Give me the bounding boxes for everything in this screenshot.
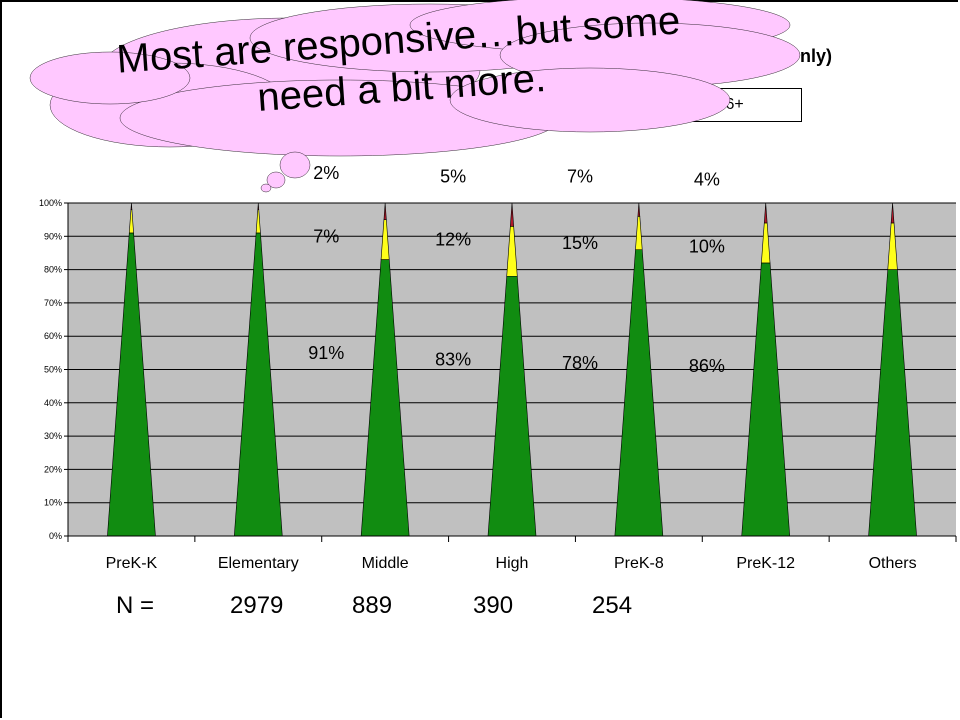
y-tick-label: 40% — [44, 398, 62, 408]
data-labels: 2% 7% 91% 5% 12% 83% 7% 15% 78% 4% 10% 86% — [308, 163, 725, 376]
data-label: 2% — [313, 163, 339, 183]
cloud-bubble — [266, 171, 286, 189]
n-label: N = — [116, 592, 155, 619]
cloud-lobe — [449, 67, 731, 133]
bar-segment — [257, 202, 260, 210]
x-tick-label: Others — [869, 555, 917, 572]
y-tick-label: 0% — [49, 531, 62, 541]
cloud-bubble — [260, 183, 272, 193]
bars — [107, 202, 917, 537]
data-label: 86% — [689, 356, 725, 376]
x-tick-label: Middle — [362, 555, 409, 572]
data-label: 7% — [313, 226, 339, 246]
cloud-bubble — [279, 151, 311, 179]
y-tick-label: 20% — [44, 464, 62, 474]
bar-segment — [130, 202, 133, 210]
y-tick-label: 50% — [44, 365, 62, 375]
n-value: 390 — [473, 592, 514, 619]
thought-cloud — [29, 0, 801, 193]
x-tick-label: High — [496, 555, 529, 572]
y-tick-label: 100% — [39, 198, 62, 208]
cloud-lobe — [29, 51, 191, 105]
data-label: 4% — [694, 170, 720, 190]
x-tick-label: PreK-8 — [614, 555, 664, 572]
data-label: 83% — [435, 350, 471, 370]
data-label: 91% — [308, 343, 344, 363]
x-tick-label: Elementary — [218, 555, 299, 572]
y-tick-label: 10% — [44, 498, 62, 508]
data-label: 7% — [567, 166, 593, 186]
chart-title-fragment: nly) — [800, 46, 833, 66]
data-label: 10% — [689, 236, 725, 256]
y-tick-label: 80% — [44, 265, 62, 275]
y-tick-label: 60% — [44, 331, 62, 341]
y-tick-label: 30% — [44, 431, 62, 441]
data-label: 5% — [440, 166, 466, 186]
x-axis: PreK-K Elementary Middle High PreK-8 PreK-12 O… — [67, 535, 957, 572]
data-label: 78% — [562, 353, 598, 373]
n-value: 889 — [352, 592, 393, 619]
data-label: 15% — [562, 233, 598, 253]
y-tick-label: 90% — [44, 231, 62, 241]
x-tick-label: PreK-K — [106, 555, 158, 572]
bar-segment — [890, 202, 895, 224]
n-value: 2979 — [230, 592, 284, 619]
bar-segment — [383, 202, 387, 220]
x-tick-label: PreK-12 — [736, 555, 795, 572]
bar-segment — [509, 202, 515, 227]
y-axis: 0% 10% 20% 30% 40% 50% 60% 70% 80% 90% 100% — [39, 198, 69, 541]
data-label: 12% — [435, 230, 471, 250]
y-tick-label: 70% — [44, 298, 62, 308]
n-value: 254 — [592, 592, 633, 619]
bar-segment — [763, 202, 768, 224]
bar-segment — [637, 202, 641, 217]
